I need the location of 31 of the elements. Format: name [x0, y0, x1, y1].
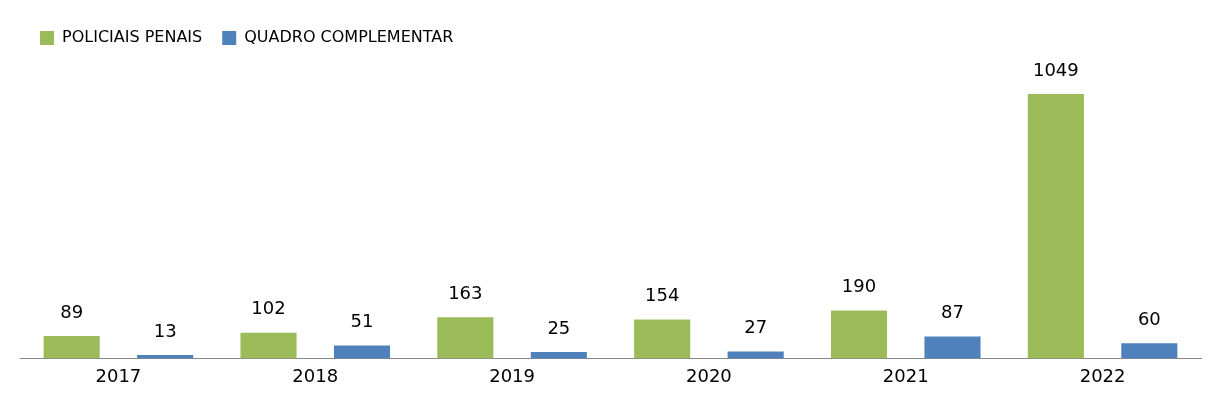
- bar: [830, 310, 888, 359]
- bar: [43, 335, 100, 359]
- data-label: 13: [153, 319, 177, 341]
- bar: [1121, 343, 1178, 359]
- bar: [530, 352, 587, 359]
- x-tick-label: 2018: [292, 364, 339, 386]
- bar: [437, 317, 494, 359]
- data-label: 102: [251, 297, 286, 319]
- data-label: 87: [941, 301, 964, 323]
- data-label: 163: [448, 282, 483, 303]
- bar: [137, 355, 194, 359]
- bar: [924, 336, 981, 359]
- data-label: 25: [547, 316, 571, 338]
- bar: [240, 332, 297, 359]
- legend-label: POLICIAIS PENAIS: [62, 27, 203, 47]
- data-label: 1049: [1032, 58, 1079, 80]
- bar: [333, 345, 391, 359]
- x-tick-label: 2017: [95, 364, 142, 386]
- x-tick-label: 2020: [686, 364, 732, 386]
- x-tick-label: 2019: [489, 364, 535, 386]
- x-tick-label: 2022: [1079, 364, 1126, 386]
- bar: [1027, 94, 1084, 359]
- bar: [634, 319, 691, 359]
- data-label: 27: [744, 316, 768, 338]
- x-tick-label: 2021: [882, 364, 929, 386]
- legend-label: QUADRO COMPLEMENTAR: [244, 27, 454, 47]
- data-label: 154: [644, 284, 680, 306]
- data-label: 89: [60, 300, 84, 322]
- data-label: 51: [350, 310, 374, 332]
- data-label: 190: [841, 275, 877, 297]
- data-label: 60: [1137, 307, 1161, 329]
